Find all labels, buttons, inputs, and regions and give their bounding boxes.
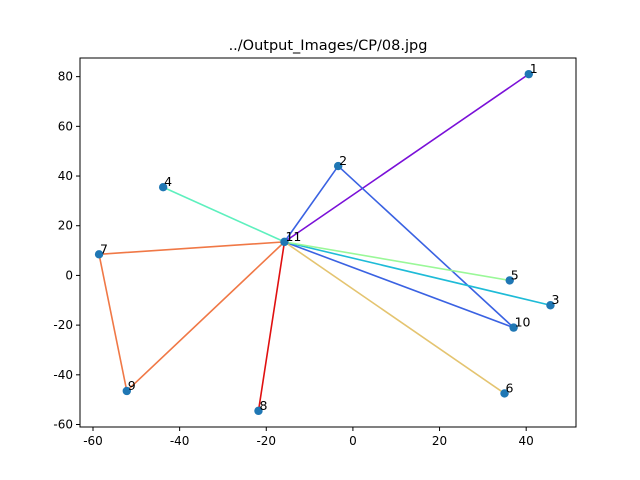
- edge-11-1: [283, 73, 530, 243]
- x-tick-label: -40: [170, 434, 190, 448]
- point-4: [158, 183, 168, 192]
- point-7: [94, 250, 104, 259]
- point-label-1: 1: [530, 61, 538, 76]
- edge-11-7: [98, 241, 286, 256]
- point-10: [509, 323, 518, 332]
- chart-title: ../Output_Images/CP/08.jpg: [229, 38, 428, 54]
- edge-11-8: [257, 241, 286, 412]
- edge-11-10: [283, 241, 515, 329]
- point-5: [505, 276, 514, 285]
- point-2: [333, 161, 343, 171]
- point-label-9: 9: [128, 378, 136, 393]
- y-tick-label: 40: [58, 169, 73, 183]
- point-label-7: 7: [100, 241, 108, 256]
- y-tick-label: 60: [58, 119, 73, 133]
- point-3: [546, 301, 555, 310]
- edge-11-2: [283, 165, 339, 243]
- point-8: [254, 406, 263, 416]
- point-9: [122, 386, 131, 396]
- point-label-10: 10: [515, 315, 531, 330]
- point-label-3: 3: [551, 292, 559, 307]
- points-layer: [94, 69, 555, 416]
- edge-9-11: [125, 241, 286, 392]
- point-label-8: 8: [259, 398, 267, 413]
- x-tick-label: 0: [349, 434, 357, 448]
- x-tick-label: -60: [83, 434, 103, 448]
- y-tick-label: -60: [53, 418, 73, 432]
- edge-7-9: [98, 253, 128, 392]
- y-tick-label: 80: [58, 70, 73, 84]
- edge-11-6: [283, 241, 506, 395]
- axes-frame: [79, 57, 577, 428]
- edge-11-4: [162, 186, 286, 243]
- y-tick-label: -40: [53, 368, 73, 382]
- edge-11-5: [283, 241, 511, 282]
- y-tick-label: 20: [58, 219, 73, 233]
- edge-2-10: [337, 165, 515, 329]
- axes-layer: -60 -40 -20 0 20 40 -60 -40 -20 0 20 40 60 80: [53, 57, 577, 448]
- x-tick-label: -20: [256, 434, 276, 448]
- edge-11-3: [283, 241, 552, 307]
- point-1: [524, 69, 533, 79]
- point-11: [280, 237, 289, 247]
- point-label-6: 6: [506, 380, 514, 395]
- point-label-4: 4: [164, 174, 172, 189]
- y-tick-label: 0: [65, 268, 73, 282]
- point-label-2: 2: [339, 153, 347, 168]
- x-tick-label: 40: [519, 434, 534, 448]
- y-tick-label: -20: [53, 318, 73, 332]
- edges-layer: [98, 73, 552, 412]
- point-6: [500, 389, 509, 398]
- point-label-5: 5: [511, 267, 519, 282]
- x-tick-label: 20: [432, 434, 447, 448]
- point-label-11: 11: [285, 229, 301, 244]
- point-labels-layer: 1 2 3 4 5 6 7 8 9 10 11: [100, 61, 559, 413]
